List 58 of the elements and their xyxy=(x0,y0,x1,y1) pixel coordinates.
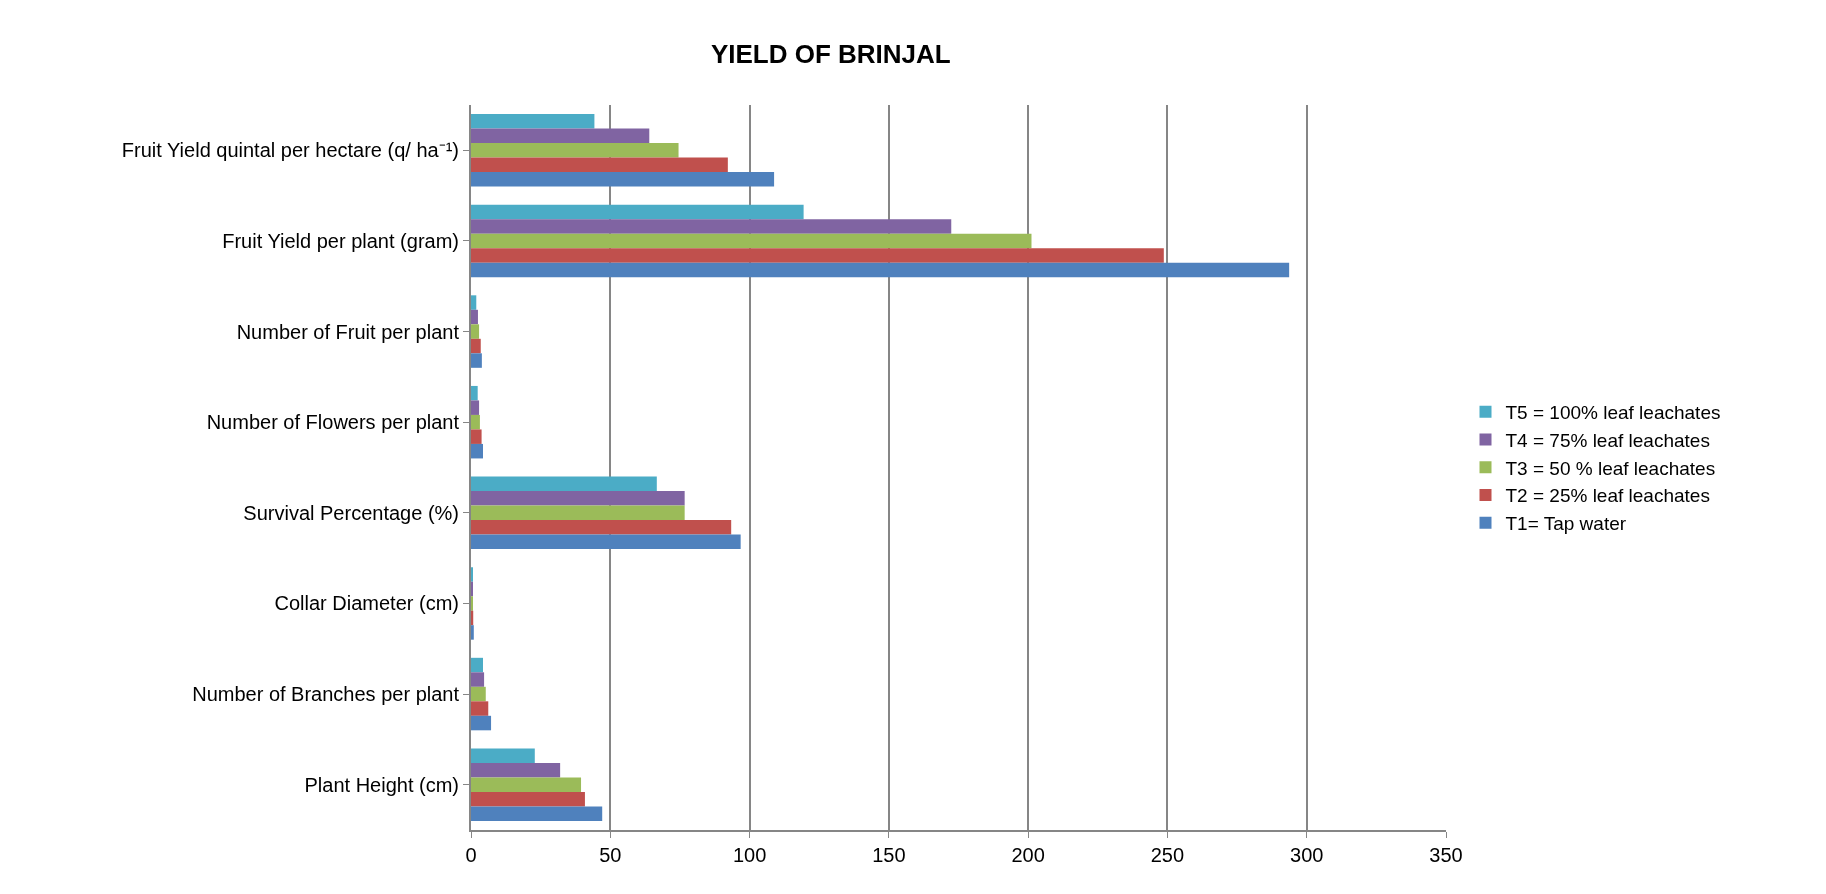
y-tick-label: Number of Fruit per plant xyxy=(236,320,460,343)
x-tick-label: 100 xyxy=(732,844,767,866)
bar xyxy=(471,657,483,673)
bar xyxy=(471,233,1032,249)
bar xyxy=(471,491,685,506)
x-tick-label: 50 xyxy=(599,844,622,866)
bar xyxy=(471,262,1290,278)
x-tick-label: 0 xyxy=(465,844,477,866)
bar xyxy=(471,476,657,492)
bar xyxy=(471,520,732,535)
x-tick-label: 300 xyxy=(1290,844,1324,866)
bar xyxy=(471,157,728,173)
bar xyxy=(471,701,489,716)
legend-label: T4 = 75% leaf leachates xyxy=(1505,429,1710,451)
y-tick-label: Number of Flowers per plant xyxy=(206,411,460,434)
x-tick-label: 250 xyxy=(1150,844,1185,866)
bar xyxy=(471,414,480,430)
bar xyxy=(471,762,561,778)
legend-label: T5 = 100% leaf leachates xyxy=(1505,402,1721,424)
bar xyxy=(471,143,679,158)
bar xyxy=(471,625,474,640)
bar xyxy=(471,429,482,444)
y-tick-label: Fruit Yield quintal per hectare (q/ ha⁻¹) xyxy=(121,139,459,162)
bar xyxy=(471,219,952,234)
bar xyxy=(471,114,595,129)
y-tick-label: Fruit Yield per plant (gram) xyxy=(222,229,459,252)
bar xyxy=(471,248,1164,263)
bar xyxy=(471,309,478,325)
bar xyxy=(471,385,478,401)
bar xyxy=(471,534,741,550)
bar xyxy=(471,777,582,792)
y-tick-label: Collar Diameter (cm) xyxy=(274,592,459,615)
bar xyxy=(471,806,603,821)
bar xyxy=(471,128,650,144)
legend-label: T2 = 25% leaf leachates xyxy=(1505,485,1710,507)
x-tick-label: 150 xyxy=(872,844,906,866)
bar xyxy=(471,295,477,310)
y-tick-label: Number of Branches per plant xyxy=(192,683,460,706)
bar xyxy=(471,791,585,807)
bar xyxy=(471,715,492,731)
bar xyxy=(471,748,535,763)
bar xyxy=(471,505,685,521)
bar xyxy=(471,204,804,220)
bar xyxy=(471,338,481,354)
bar xyxy=(471,353,482,368)
bar xyxy=(471,172,775,187)
y-tick-label: Survival Percentage (%) xyxy=(243,501,459,524)
chart-title: YIELD OF BRINJAL xyxy=(710,38,951,69)
legend-label: T3 = 50 % leaf leachates xyxy=(1505,457,1716,479)
bar xyxy=(471,686,486,702)
bar xyxy=(471,324,480,339)
x-tick-label: 200 xyxy=(1011,844,1045,866)
x-tick-label: 350 xyxy=(1429,844,1463,866)
bar xyxy=(471,443,483,459)
y-tick-label: Plant Height (cm) xyxy=(304,773,459,796)
bar xyxy=(471,400,480,415)
legend-label: T1= Tap water xyxy=(1505,513,1627,535)
bar xyxy=(471,672,485,687)
